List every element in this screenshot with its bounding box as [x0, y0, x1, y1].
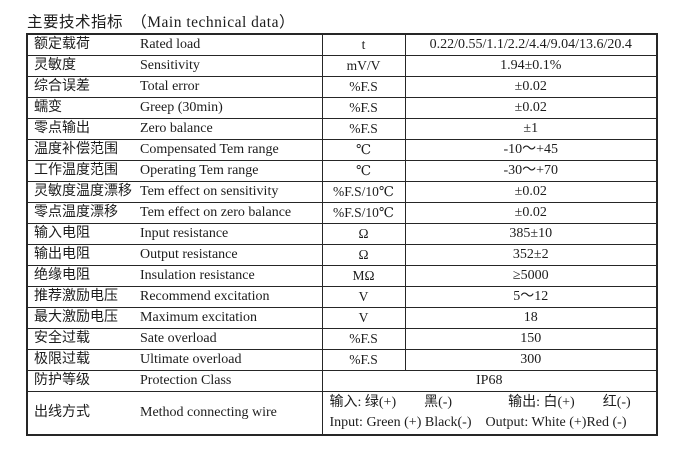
spec-unit: %F.S — [321, 328, 406, 350]
spec-value: 5～12 — [405, 286, 657, 308]
spec-name-en: Output resistance — [138, 244, 322, 266]
wiring-line-en: Input: Green (+) Black(-) Output: White … — [329, 415, 627, 430]
spec-value: 385±10 — [405, 223, 657, 245]
spec-unit: ℃ — [321, 160, 406, 182]
spec-name-cn: 推荐激励电压 — [27, 286, 138, 308]
spec-name-en: Zero balance — [138, 118, 322, 140]
spec-name-en: Tem effect on zero balance — [138, 202, 322, 224]
spec-name-en: Protection Class — [138, 370, 322, 392]
spec-name-cn: 温度补偿范围 — [27, 139, 138, 161]
spec-name-cn: 蠕变 — [27, 97, 138, 119]
spec-unit: %F.S — [321, 76, 406, 98]
spec-value: ±0.02 — [405, 97, 657, 119]
table-row-protection-class: 防护等级 Protection Class IP68 — [27, 370, 657, 392]
spec-name-cn: 安全过载 — [27, 328, 138, 350]
spec-value: -10～+45 — [405, 139, 657, 161]
spec-value: IP68 — [321, 370, 657, 392]
spec-unit: %F.S — [321, 118, 406, 140]
spec-name-en: Rated load — [140, 37, 201, 52]
spec-value: ±1 — [405, 118, 657, 140]
table-row-ultimate-overload: 极限过载 Ultimate overload %F.S 300 — [27, 349, 657, 371]
spec-name-en: Method connecting wire — [138, 391, 322, 435]
spec-value: ±0.02 — [405, 181, 657, 203]
spec-name-en: Maximum excitation — [138, 307, 322, 329]
spec-unit: ℃ — [321, 139, 406, 161]
table-row-sensitivity: 灵敏度 Sensitivity mV/V 1.94±0.1% — [27, 55, 657, 77]
table-row-maximum-excitation: 最大激励电压 Maximum excitation V 18 — [27, 307, 657, 329]
spec-unit: %F.S/10℃ — [321, 181, 406, 203]
spec-name-cn: 综合误差 — [27, 76, 138, 98]
spec-unit: %F.S — [321, 97, 406, 119]
spec-value: 150 — [405, 328, 657, 350]
spec-value: 300 — [405, 349, 657, 371]
table-row-temp-effect-zero: 零点温度漂移 Tem effect on zero balance %F.S/1… — [27, 202, 657, 224]
spec-value: ±0.02 — [405, 76, 657, 98]
table-row-safe-overload: 安全过载 Sate overload %F.S 150 — [27, 328, 657, 350]
table-row-recommend-excitation: 推荐激励电压 Recommend excitation V 5～12 — [27, 286, 657, 308]
technical-data-table: 额定载荷 Rated load t 0.22/0.55/1.1/2.2/4.4/… — [26, 33, 658, 436]
spec-name-cn: 出线方式 — [27, 391, 138, 435]
spec-value: 0.22/0.55/1.1/2.2/4.4/9.04/13.6/20.4 — [429, 37, 632, 52]
table-row-output-resistance: 输出电阻 Output resistance Ω 352±2 — [27, 244, 657, 266]
spec-unit: %F.S/10℃ — [321, 202, 406, 224]
spec-name-en: Input resistance — [138, 223, 322, 245]
spec-value: 1.94±0.1% — [405, 55, 657, 77]
wiring-line-cn: 输入: 绿(+) 黑(-) 输出: 白(+) 红(-) — [329, 395, 631, 410]
spec-unit: V — [321, 286, 406, 308]
spec-name-cn: 绝缘电阻 — [27, 265, 138, 287]
spec-name-en: Insulation resistance — [138, 265, 322, 287]
spec-unit: t — [321, 34, 406, 56]
spec-name-en: Sensitivity — [138, 55, 322, 77]
page-title: 主要技术指标 （Main technical data） — [27, 14, 295, 31]
spec-name-en: Total error — [138, 76, 322, 98]
spec-name-cn: 防护等级 — [27, 370, 138, 392]
spec-name-cn: 零点输出 — [27, 118, 138, 140]
spec-unit: V — [321, 307, 406, 329]
table-row-zero-balance: 零点输出 Zero balance %F.S ±1 — [27, 118, 657, 140]
table-row-creep: 蠕变 Greep (30min) %F.S ±0.02 — [27, 97, 657, 119]
spec-name-en: Ultimate overload — [138, 349, 322, 371]
spec-name-cn: 额定载荷 — [34, 37, 90, 52]
spec-name-cn: 输出电阻 — [27, 244, 138, 266]
spec-name-en: Recommend excitation — [138, 286, 322, 308]
spec-value: 352±2 — [405, 244, 657, 266]
spec-unit: %F.S — [321, 349, 406, 371]
table-row-temp-effect-sensitivity: 灵敏度温度漂移 Tem effect on sensitivity %F.S/1… — [27, 181, 657, 203]
spec-unit: Ω — [321, 223, 406, 245]
table-row-input-resistance: 输入电阻 Input resistance Ω 385±10 — [27, 223, 657, 245]
spec-unit: mV/V — [321, 55, 406, 77]
table-row-operating-temp-range: 工作温度范围 Operating Tem range ℃ -30～+70 — [27, 160, 657, 182]
spec-value: 18 — [405, 307, 657, 329]
spec-unit: MΩ — [321, 265, 406, 287]
spec-name-en: Sate overload — [138, 328, 322, 350]
table-row-rated-load: 额定载荷 Rated load t 0.22/0.55/1.1/2.2/4.4/… — [27, 34, 657, 56]
spec-unit: Ω — [321, 244, 406, 266]
spec-name-cn: 工作温度范围 — [27, 160, 138, 182]
spec-value: ±0.02 — [405, 202, 657, 224]
spec-name-cn: 零点温度漂移 — [27, 202, 138, 224]
table-row-total-error: 综合误差 Total error %F.S ±0.02 — [27, 76, 657, 98]
table-row-insulation-resistance: 绝缘电阻 Insulation resistance MΩ ≥5000 — [27, 265, 657, 287]
spec-value: -30～+70 — [405, 160, 657, 182]
wiring-description-cell: 输入: 绿(+) 黑(-) 输出: 白(+) 红(-) Input: Green… — [321, 391, 657, 435]
table-row-connecting-wire: 出线方式 Method connecting wire 输入: 绿(+) 黑(-… — [27, 391, 657, 435]
spec-name-en: Tem effect on sensitivity — [138, 181, 322, 203]
spec-name-cn: 灵敏度 — [27, 55, 138, 77]
spec-name-cn: 灵敏度温度漂移 — [27, 181, 138, 203]
spec-name-en: Greep (30min) — [138, 97, 322, 119]
spec-value: ≥5000 — [405, 265, 657, 287]
spec-name-cn: 极限过载 — [27, 349, 138, 371]
spec-name-cn: 输入电阻 — [27, 223, 138, 245]
table-row-compensated-temp-range: 温度补偿范围 Compensated Tem range ℃ -10～+45 — [27, 139, 657, 161]
spec-name-cn: 最大激励电压 — [27, 307, 138, 329]
spec-name-en: Compensated Tem range — [138, 139, 322, 161]
spec-name-en: Operating Tem range — [138, 160, 322, 182]
